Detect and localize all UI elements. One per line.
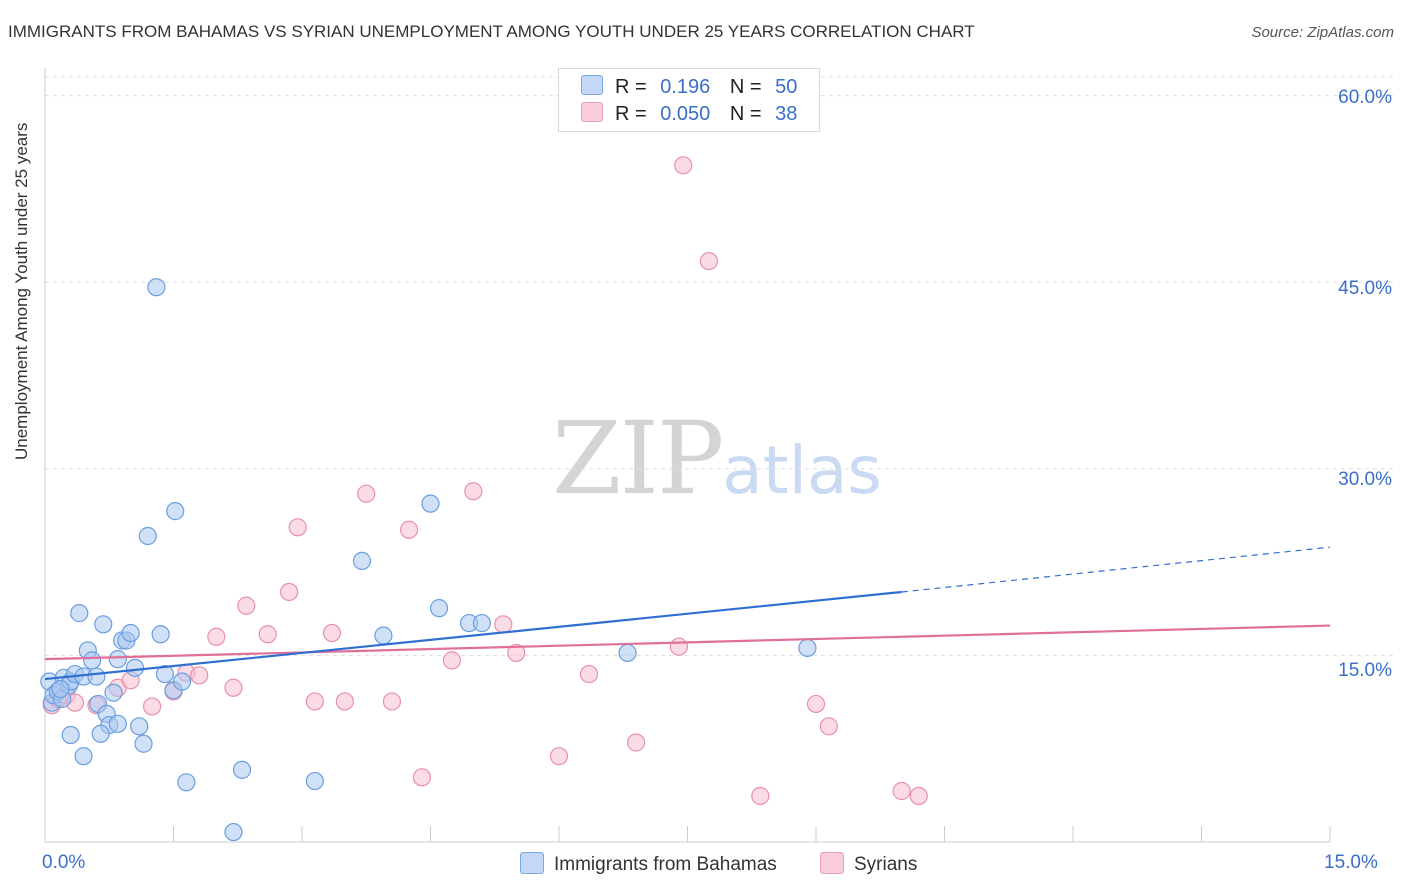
point-bahamas [177, 773, 196, 792]
point-bahamas [70, 604, 89, 623]
point-bahamas [224, 822, 243, 842]
y-tick-label-45: 45.0% [1338, 278, 1392, 299]
point-syrians [335, 692, 354, 711]
point-bahamas [166, 502, 185, 521]
point-syrians [806, 694, 826, 714]
point-bahamas [51, 679, 70, 699]
legend-n-value: 50 [775, 76, 798, 98]
bottom-legend-bahamas: Immigrants from Bahamas [520, 852, 777, 876]
watermark-zip: ZIP [552, 400, 724, 517]
point-bahamas [125, 658, 145, 677]
point-syrians [224, 678, 243, 697]
y-tick-label-30: 30.0% [1338, 469, 1392, 490]
point-bahamas [147, 278, 166, 297]
point-syrians [549, 747, 569, 766]
point-bahamas [305, 771, 324, 791]
y-tick-label-60: 60.0% [1338, 87, 1392, 108]
point-bahamas [798, 638, 817, 658]
point-syrians [464, 482, 483, 501]
point-syrians [579, 664, 599, 684]
point-bahamas [94, 615, 113, 634]
legend-row-syrians: R = 0.050 N = 38 [581, 102, 797, 128]
point-syrians [258, 625, 277, 644]
legend-n-value: 38 [775, 103, 798, 125]
watermark: ZIPatlas [552, 400, 882, 517]
bottom-legend-syrians: Syrians [820, 852, 917, 876]
point-syrians [288, 518, 307, 537]
point-bahamas [429, 599, 449, 618]
bottom-legend-label: Syrians [854, 854, 918, 875]
point-bahamas [232, 760, 252, 779]
chart-title: IMMIGRANTS FROM BAHAMAS VS SYRIAN UNEMPL… [8, 22, 975, 41]
point-syrians [626, 733, 646, 752]
legend-r-value: 0.050 [660, 103, 711, 125]
legend-swatch-blue [581, 75, 603, 95]
legend-n-label: N = [729, 76, 762, 98]
point-bahamas [155, 664, 175, 684]
point-syrians [207, 627, 226, 646]
watermark-atlas: atlas [722, 432, 882, 509]
point-bahamas [472, 613, 491, 633]
point-bahamas [618, 643, 637, 663]
point-syrians [357, 484, 376, 503]
point-bahamas [108, 714, 127, 733]
point-syrians [399, 520, 419, 539]
point-syrians [909, 786, 928, 806]
bottom-legend-swatch-pink [820, 852, 844, 874]
point-bahamas [91, 724, 110, 743]
legend-n-label: N = [729, 103, 762, 125]
point-syrians [892, 781, 911, 801]
point-bahamas [138, 526, 157, 546]
point-syrians [190, 666, 209, 685]
trend-line-syrians [44, 624, 1331, 661]
trend-line-bahamas [44, 590, 902, 681]
chart-source: Source: ZipAtlas.com [1251, 24, 1394, 41]
point-syrians [382, 692, 402, 711]
point-bahamas [121, 623, 140, 643]
point-bahamas [61, 725, 80, 745]
point-syrians [699, 251, 719, 271]
point-bahamas [151, 625, 170, 644]
x-tick-label-max: 15.0% [1324, 852, 1378, 873]
point-syrians [507, 643, 526, 663]
point-syrians [237, 596, 256, 615]
point-bahamas [172, 672, 192, 691]
point-syrians [751, 786, 770, 806]
y-tick-label-15: 15.0% [1338, 660, 1392, 681]
bottom-legend-label: Immigrants from Bahamas [554, 854, 777, 875]
trend-line-bahamas-extension [901, 546, 1331, 593]
legend-r-value: 0.196 [660, 76, 711, 98]
point-syrians [412, 768, 432, 787]
point-syrians [494, 615, 513, 634]
point-bahamas [134, 734, 153, 753]
point-bahamas [87, 667, 106, 686]
point-bahamas [374, 626, 393, 645]
point-bahamas [74, 747, 93, 766]
point-bahamas [104, 683, 123, 702]
point-syrians [322, 623, 342, 643]
point-syrians [669, 637, 689, 656]
point-syrians [142, 697, 162, 716]
legend-r-label: R = [615, 103, 647, 125]
point-syrians [819, 717, 838, 736]
point-syrians [280, 582, 299, 602]
bottom-legend-swatch-blue [520, 852, 544, 874]
point-bahamas [108, 650, 127, 669]
point-bahamas [421, 494, 440, 513]
point-bahamas [352, 551, 372, 570]
point-syrians [674, 156, 693, 175]
legend-box: R = 0.196 N = 50 R = 0.050 N = 38 [558, 68, 820, 132]
legend-r-label: R = [615, 76, 647, 98]
point-bahamas [83, 651, 102, 670]
point-syrians [305, 692, 324, 711]
x-tick-label-min: 0.0% [42, 852, 86, 873]
legend-swatch-pink [581, 102, 603, 122]
point-syrians [442, 651, 462, 670]
legend-row-bahamas: R = 0.196 N = 50 [581, 75, 797, 101]
point-bahamas [130, 717, 149, 736]
